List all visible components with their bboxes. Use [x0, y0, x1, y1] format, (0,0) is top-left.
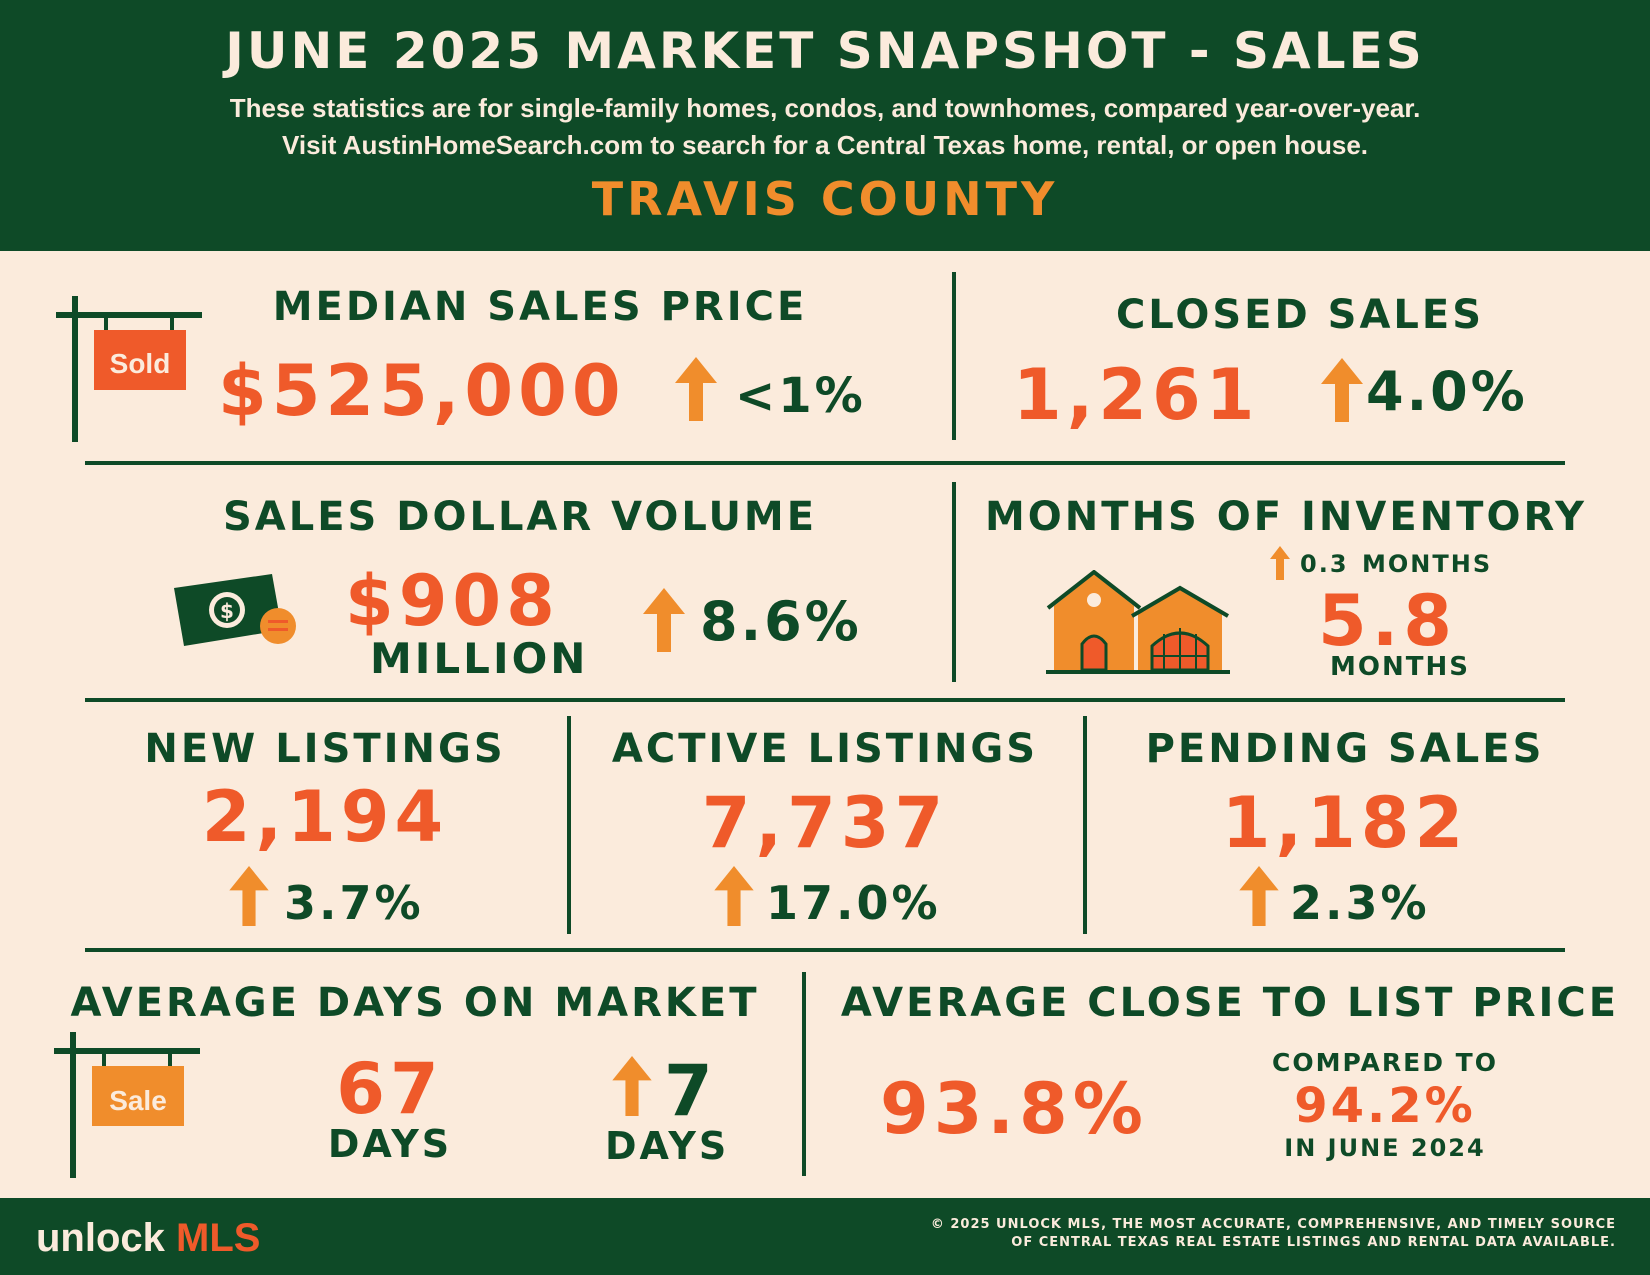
months-of-inventory-change-unit: MONTHS [1362, 550, 1493, 578]
money-bill-icon: $ [174, 574, 296, 646]
new-listings-label: NEW LISTINGS [144, 726, 506, 772]
copyright-line-2: OF CENTRAL TEXAS REAL ESTATE LISTINGS AN… [1011, 1235, 1616, 1250]
median-sales-price-label: MEDIAN SALES PRICE [272, 284, 808, 330]
sales-dollar-volume-change: 8.6% [700, 590, 862, 653]
sales-dollar-volume-value: $908 [345, 560, 560, 642]
subtitle-line-2: Visit AustinHomeSearch.com to search for… [281, 130, 1369, 160]
avg-days-on-market-value: 67 [336, 1048, 444, 1130]
up-arrow-icon [1321, 358, 1363, 422]
up-arrow-icon [714, 866, 754, 926]
sales-dollar-volume-label: SALES DOLLAR VOLUME [222, 494, 818, 540]
subtitle-line-1: These statistics are for single-family h… [229, 93, 1421, 123]
months-of-inventory-change-value: 0.3 [1300, 550, 1349, 578]
divider-horizontal [85, 461, 1565, 465]
sale-sign-text: Sale [109, 1085, 167, 1116]
closed-sales-value: 1,261 [1013, 354, 1260, 436]
house-icon [1046, 570, 1230, 674]
up-arrow-icon [675, 357, 717, 421]
avg-days-on-market-change: 7 [664, 1050, 716, 1132]
up-arrow-icon [612, 1056, 652, 1116]
avg-days-on-market-label: AVERAGE DAYS ON MARKET [70, 980, 760, 1026]
up-arrow-icon [229, 866, 269, 926]
footer-bar: unlock MLS © 2025 UNLOCK MLS, THE MOST A… [0, 1198, 1650, 1275]
avg-close-to-list-value: 93.8% [880, 1068, 1148, 1150]
divider-horizontal [85, 698, 1565, 702]
avg-days-on-market-unit: DAYS [327, 1122, 453, 1166]
pending-sales-change: 2.3% [1290, 876, 1430, 930]
up-arrow-icon [643, 588, 685, 652]
closed-sales-label: CLOSED SALES [1115, 292, 1485, 338]
unlock-mls-logo: unlock MLS [36, 1216, 260, 1261]
new-listings-value: 2,194 [201, 776, 449, 858]
avg-days-on-market-change-unit: DAYS [605, 1124, 730, 1168]
divider-vertical [952, 272, 956, 440]
months-of-inventory-unit: MONTHS [1330, 652, 1470, 682]
divider-horizontal [85, 948, 1565, 952]
active-listings-value: 7,737 [701, 782, 949, 864]
sold-sign-icon [56, 296, 202, 442]
active-listings-label: ACTIVE LISTINGS [611, 726, 1039, 772]
logo-main-text: unlock [36, 1216, 165, 1260]
avg-close-to-list-compare-label: COMPARED TO [1272, 1048, 1498, 1077]
sales-dollar-volume-unit: MILLION [370, 634, 589, 683]
svg-text:$: $ [220, 599, 234, 623]
divider-vertical [1083, 716, 1087, 934]
avg-close-to-list-label: AVERAGE CLOSE TO LIST PRICE [840, 980, 1620, 1026]
sale-sign-icon [54, 1032, 200, 1178]
pending-sales-label: PENDING SALES [1145, 726, 1545, 772]
up-arrow-small-icon [1270, 546, 1290, 580]
months-of-inventory-label: MONTHS OF INVENTORY [985, 494, 1588, 540]
divider-vertical [952, 482, 956, 682]
page-title: JUNE 2025 MARKET SNAPSHOT - SALES [225, 22, 1425, 80]
header-banner: JUNE 2025 MARKET SNAPSHOT - SALES These … [0, 0, 1650, 251]
sold-sign-text: Sold [109, 348, 171, 379]
copyright-line-1: © 2025 UNLOCK MLS, THE MOST ACCURATE, CO… [930, 1217, 1616, 1232]
new-listings-change: 3.7% [284, 876, 424, 930]
divider-vertical [567, 716, 571, 934]
copyright-notice: © 2025 UNLOCK MLS, THE MOST ACCURATE, CO… [816, 1216, 1616, 1252]
months-of-inventory-value: 5.8 [1318, 580, 1458, 662]
median-sales-price-value: $525,000 [218, 350, 626, 432]
up-arrow-icon [1239, 866, 1279, 926]
avg-close-to-list-compare-period: IN JUNE 2024 [1284, 1134, 1486, 1162]
divider-vertical [802, 972, 806, 1176]
median-sales-price-change: <1% [735, 368, 866, 424]
avg-close-to-list-compare-value: 94.2% [1294, 1078, 1476, 1134]
pending-sales-value: 1,182 [1221, 782, 1469, 864]
closed-sales-change: 4.0% [1366, 360, 1528, 423]
active-listings-change: 17.0% [766, 876, 941, 930]
logo-accent-text: MLS [176, 1216, 261, 1260]
county-name: TRAVIS COUNTY [591, 172, 1059, 226]
